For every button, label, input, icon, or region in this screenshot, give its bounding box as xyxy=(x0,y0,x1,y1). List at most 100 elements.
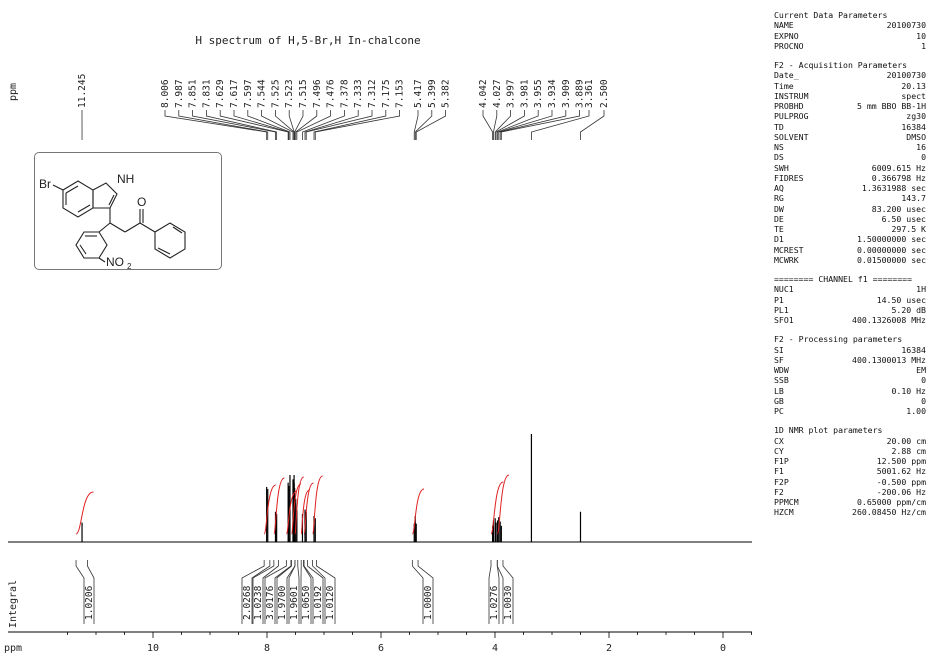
peak-label: 7.312 xyxy=(367,79,378,108)
param-key: SSB xyxy=(774,375,789,386)
param-row: F2 -200.06 Hz xyxy=(774,487,926,497)
integral-bracket xyxy=(297,560,300,624)
peak-label: 7.831 xyxy=(201,79,212,108)
x-tick-label: 0 xyxy=(720,643,726,654)
peak-label: 8.006 xyxy=(160,79,171,108)
peak-label: 7.476 xyxy=(326,79,337,108)
integral-value: 1.0120 xyxy=(325,585,336,620)
param-key: D1 xyxy=(774,234,784,245)
param-row: EXPNO 10 xyxy=(774,31,926,41)
param-section-title: Current Data Parameters xyxy=(774,10,888,20)
param-value: 1.00 xyxy=(906,406,926,416)
param-row: PPMCM 0.65000 ppm/cm xyxy=(774,497,926,507)
param-key: PL1 xyxy=(774,304,789,315)
param-value: 0 xyxy=(921,395,926,406)
param-key: SOLVENT xyxy=(774,131,809,142)
integral-bracket xyxy=(303,560,314,624)
integral-value: 2.0268 xyxy=(242,585,253,620)
integral-curve xyxy=(300,489,310,535)
param-value: 6.50 usec xyxy=(881,213,926,224)
param-value: 16384 xyxy=(901,344,926,355)
param-key: P1 xyxy=(774,294,784,305)
param-value: 1.3631988 sec xyxy=(861,183,926,193)
param-value: 16 xyxy=(916,142,926,152)
integral-value: 1.0276 xyxy=(489,585,500,620)
integral-value: 3.0176 xyxy=(265,585,276,620)
param-value: 260.08450 Hz/cm xyxy=(852,507,926,518)
param-value: 16384 xyxy=(901,121,926,132)
nmr-spectrum-plot: H spectrum of H,5-Br,H In-chalcone ppm I… xyxy=(4,34,752,654)
x-axis: 10 8 6 4 2 0 xyxy=(8,631,752,654)
param-key: SFO1 xyxy=(774,315,794,325)
integral-curve xyxy=(285,490,298,535)
peak-connector xyxy=(482,110,494,140)
integral-curve xyxy=(496,474,510,535)
integral-value: 1.0030 xyxy=(503,585,514,620)
param-key: F1P xyxy=(774,456,789,466)
peak-connector xyxy=(178,110,269,140)
peak-label: 3.361 xyxy=(584,79,595,108)
param-value: 5.20 dB xyxy=(891,304,926,315)
param-key: TE xyxy=(774,224,784,234)
param-key: TD xyxy=(774,121,784,132)
param-value: 12.500 ppm xyxy=(876,456,926,466)
param-key: AQ xyxy=(774,183,784,193)
integral-curve xyxy=(263,484,277,535)
peak-label: 5.399 xyxy=(427,79,438,108)
peak-label: 7.523 xyxy=(284,79,295,108)
molecule-structure-box: Br NH O NO 2 xyxy=(34,152,222,271)
param-row: FIDRES 0.366798 Hz xyxy=(774,173,926,183)
o-label: O xyxy=(137,195,146,209)
param-key: F2P xyxy=(774,476,789,487)
peak-connector xyxy=(414,110,433,140)
param-value: 0.10 Hz xyxy=(891,385,926,396)
x-tick-label: 6 xyxy=(378,643,384,654)
integral-bracket xyxy=(252,560,275,624)
ppm-axis-label-top: ppm xyxy=(8,83,19,101)
peak-connector xyxy=(500,110,580,140)
param-key: PC xyxy=(774,406,784,416)
peak-connector xyxy=(205,110,278,140)
integral-bracket xyxy=(75,560,85,624)
integral-value: 1.0192 xyxy=(313,586,324,620)
param-key: EXPNO xyxy=(774,30,799,41)
peak-connector xyxy=(261,110,294,140)
peak-connector xyxy=(495,110,525,140)
peak-connector xyxy=(498,110,553,140)
peak-connector xyxy=(499,110,567,140)
param-key: WDW xyxy=(774,365,789,375)
peak-label: 3.934 xyxy=(547,79,558,108)
param-value: 297.5 K xyxy=(891,224,926,234)
param-key: PPMCM xyxy=(774,497,799,507)
integral-curve xyxy=(411,488,425,535)
param-row: CY 2.88 cm xyxy=(774,446,926,456)
param-value: spect xyxy=(901,90,926,101)
param-row: NS 16 xyxy=(774,142,926,152)
param-row: SI 16384 xyxy=(774,345,926,355)
br-bond xyxy=(52,184,64,191)
peak-connector xyxy=(313,110,387,140)
peak-connector xyxy=(494,110,512,140)
param-value: -200.06 Hz xyxy=(876,486,926,497)
param-key: F2 xyxy=(774,486,784,497)
param-row: MCREST 0.00000000 sec xyxy=(774,245,926,255)
param-row: HZCM 260.08450 Hz/cm xyxy=(774,507,926,517)
peak-label: 7.851 xyxy=(188,79,199,108)
phenyl-ring xyxy=(154,222,186,259)
peak-label: 3.909 xyxy=(561,79,572,108)
integral-value: 1.0206 xyxy=(84,585,95,620)
param-key: MCWRK xyxy=(774,254,799,265)
param-section-title: 1D NMR plot parameters xyxy=(774,425,883,436)
integral-bracket xyxy=(488,560,492,624)
integral-bracket xyxy=(276,560,292,624)
param-row: MCWRK 0.01500000 sec xyxy=(774,255,926,265)
indole-pyrrole-ring xyxy=(92,182,118,209)
param-value: 0 xyxy=(921,152,926,163)
param-key: Date_ xyxy=(774,70,799,81)
peak-connector xyxy=(580,110,605,140)
param-value: 0 xyxy=(921,375,926,386)
param-key: DE xyxy=(774,213,784,224)
peak-label: 7.617 xyxy=(229,79,240,108)
param-row: DW 83.200 usec xyxy=(774,204,926,214)
peak-label: 7.544 xyxy=(257,79,268,108)
